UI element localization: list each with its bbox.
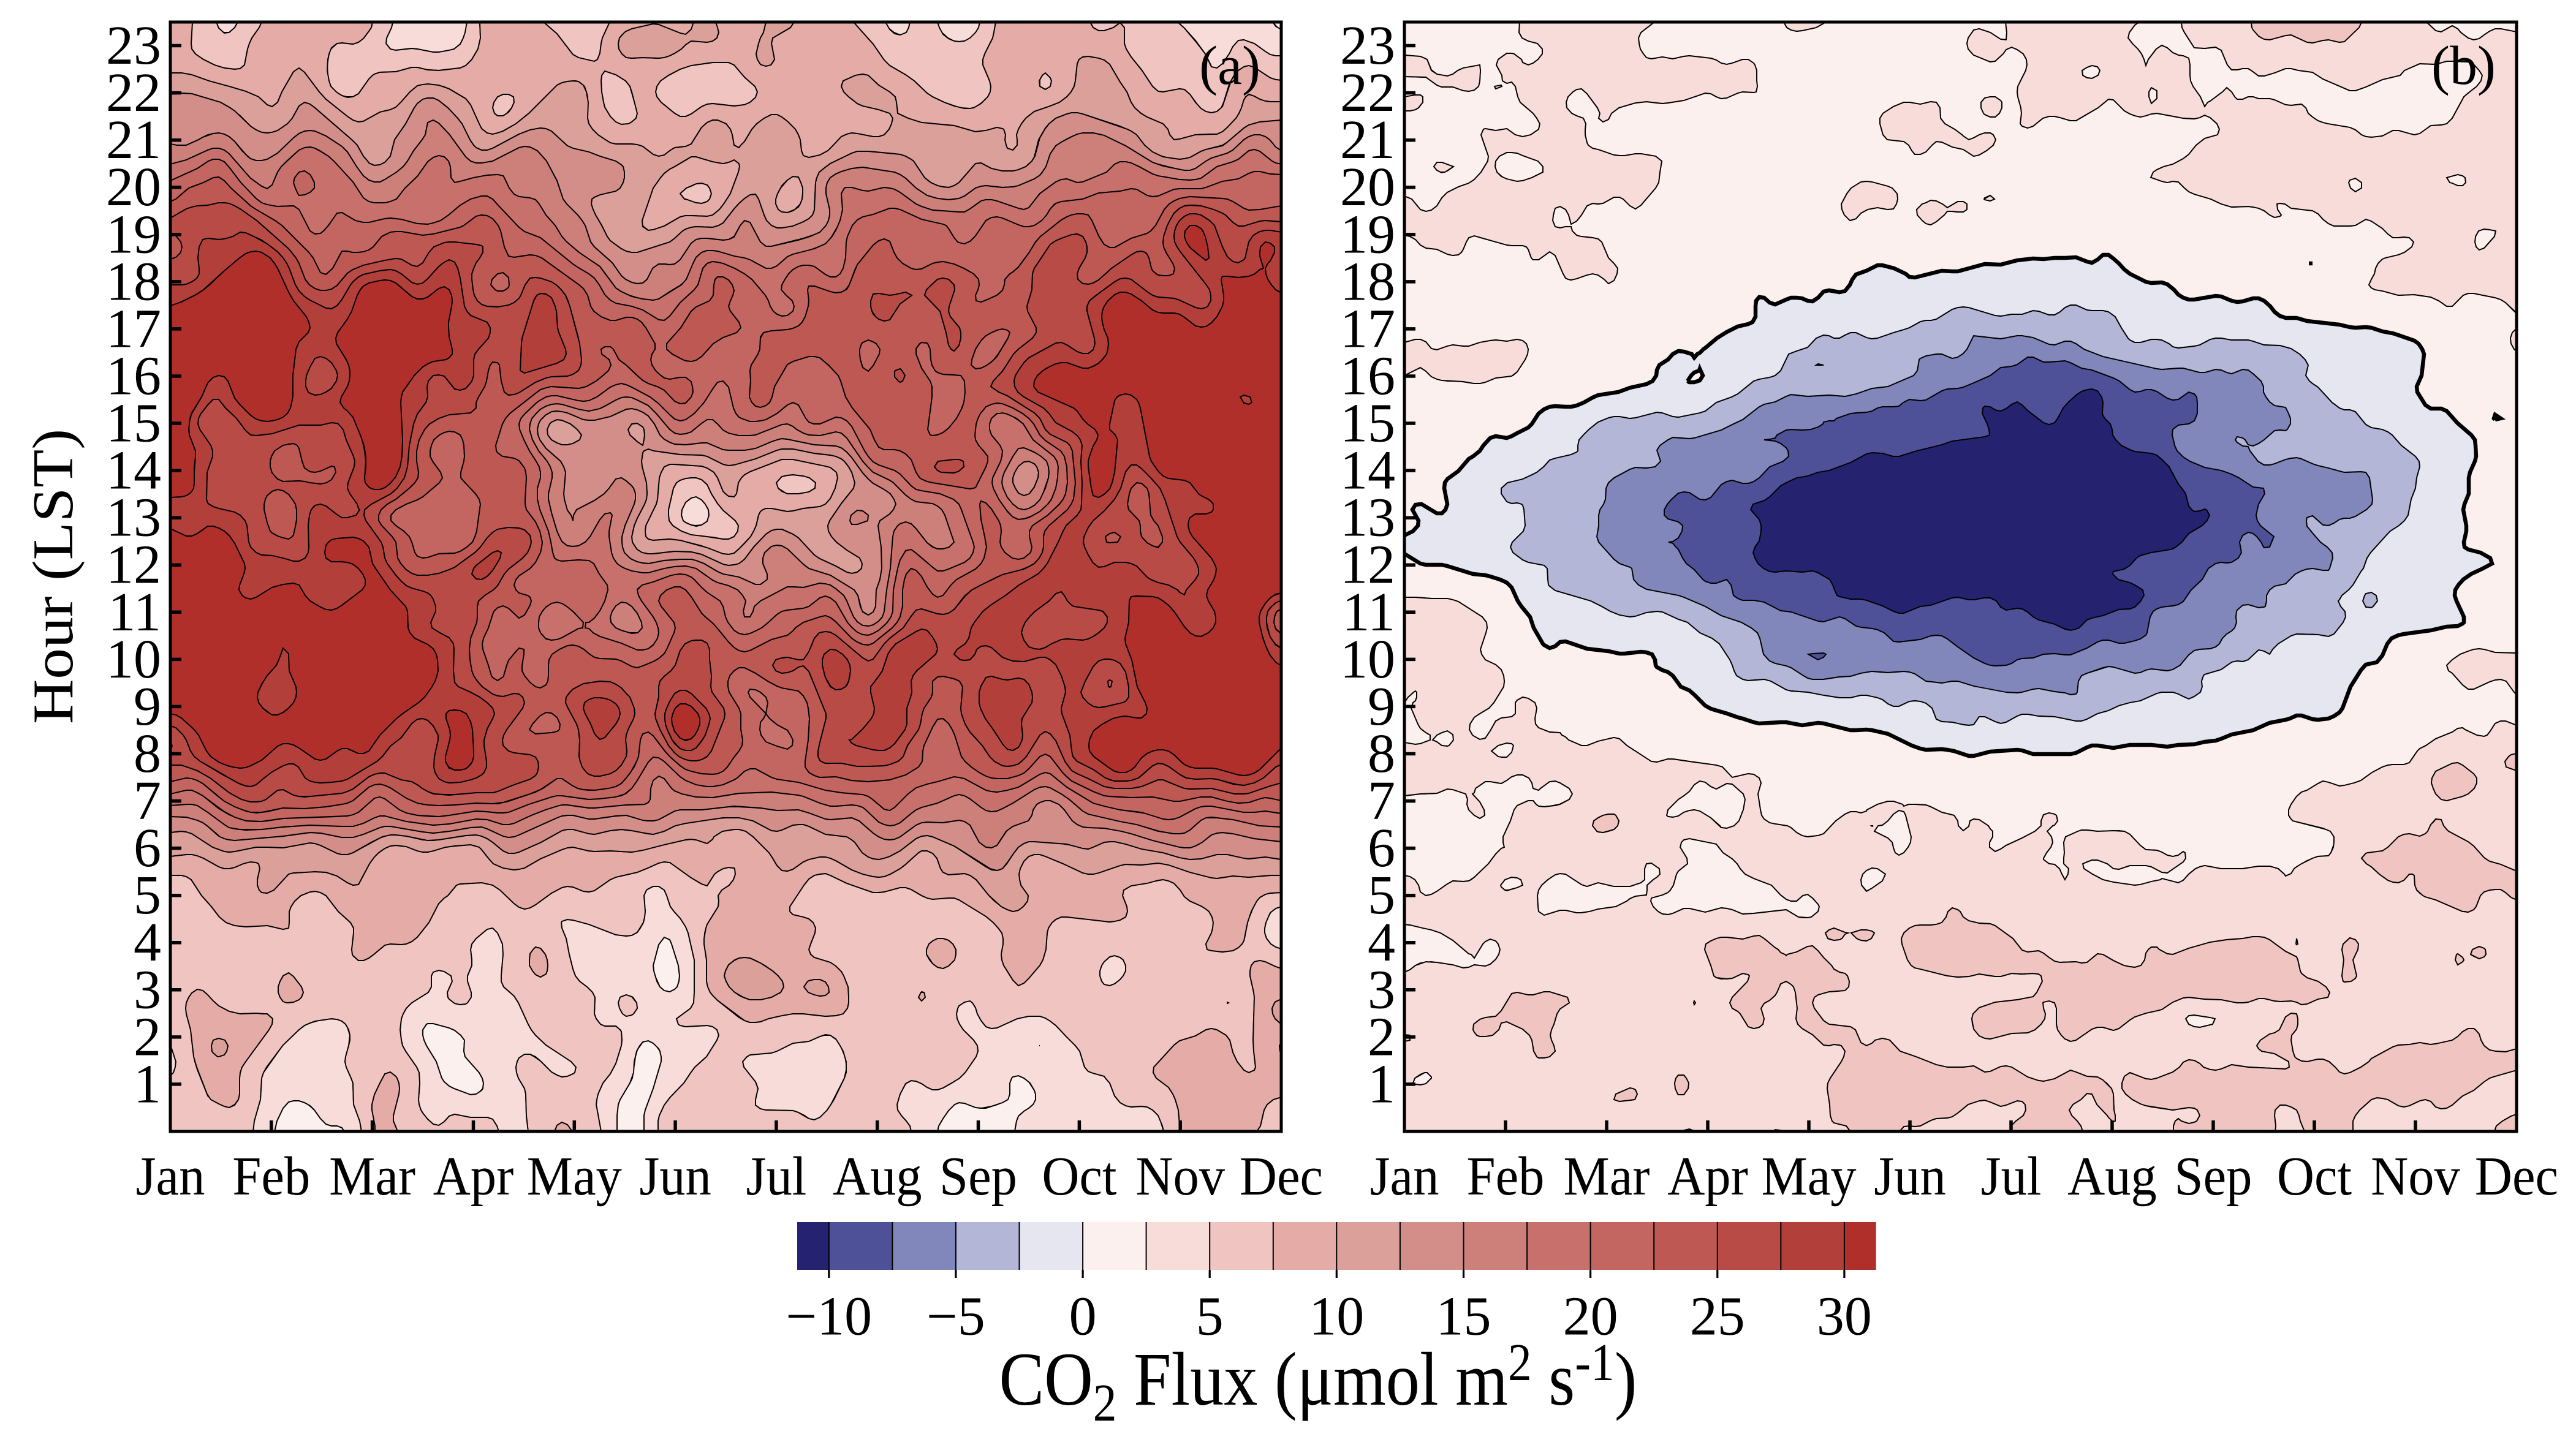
svg-text:(a): (a) [1199, 36, 1260, 96]
svg-text:25: 25 [1690, 1286, 1745, 1347]
svg-text:17: 17 [106, 298, 161, 359]
svg-text:Nov: Nov [2371, 1146, 2460, 1207]
svg-text:Oct: Oct [1042, 1146, 1116, 1207]
svg-text:May: May [1761, 1146, 1856, 1207]
svg-text:Apr: Apr [433, 1146, 514, 1207]
svg-text:Jun: Jun [1874, 1146, 1946, 1207]
svg-text:Mar: Mar [1564, 1146, 1650, 1207]
svg-text:2: 2 [134, 1006, 161, 1067]
svg-text:8: 8 [134, 723, 161, 784]
svg-text:23: 23 [106, 15, 161, 76]
svg-text:3: 3 [134, 959, 161, 1020]
svg-text:18: 18 [1340, 251, 1395, 312]
svg-text:Hour (LST): Hour (LST) [21, 429, 85, 724]
svg-text:6: 6 [134, 818, 161, 878]
svg-text:22: 22 [1340, 62, 1395, 123]
svg-text:6: 6 [1368, 818, 1395, 878]
svg-text:5: 5 [1196, 1286, 1224, 1347]
svg-text:9: 9 [134, 676, 161, 737]
svg-text:17: 17 [1340, 298, 1395, 359]
svg-text:16: 16 [106, 346, 161, 407]
svg-text:Jan: Jan [1370, 1146, 1439, 1207]
svg-text:Jun: Jun [639, 1146, 711, 1207]
svg-text:7: 7 [134, 771, 161, 831]
svg-text:15: 15 [1340, 393, 1395, 454]
svg-text:12: 12 [1340, 535, 1395, 595]
svg-text:Oct: Oct [2277, 1146, 2352, 1207]
svg-text:Apr: Apr [1667, 1146, 1748, 1207]
svg-text:22: 22 [106, 62, 161, 123]
svg-text:19: 19 [106, 204, 161, 265]
svg-text:Jan: Jan [136, 1146, 205, 1207]
svg-text:Jul: Jul [1981, 1146, 2042, 1207]
svg-text:Feb: Feb [1467, 1146, 1545, 1207]
svg-text:Aug: Aug [833, 1146, 922, 1207]
svg-text:20: 20 [1340, 157, 1395, 217]
svg-text:11: 11 [108, 582, 161, 643]
svg-text:15: 15 [106, 393, 161, 454]
svg-text:21: 21 [1340, 110, 1395, 170]
svg-text:12: 12 [106, 535, 161, 595]
svg-text:14: 14 [1340, 440, 1395, 501]
svg-text:16: 16 [1340, 346, 1395, 407]
svg-text:20: 20 [1563, 1286, 1618, 1347]
svg-text:30: 30 [1817, 1286, 1872, 1347]
svg-text:Nov: Nov [1135, 1146, 1225, 1207]
svg-text:3: 3 [1368, 959, 1395, 1020]
svg-text:20: 20 [106, 157, 161, 217]
svg-text:23: 23 [1340, 15, 1395, 76]
svg-text:Dec: Dec [2475, 1146, 2558, 1207]
svg-text:13: 13 [106, 488, 161, 548]
svg-text:5: 5 [134, 865, 161, 926]
svg-text:10: 10 [106, 629, 161, 690]
svg-text:5: 5 [1368, 865, 1395, 926]
svg-text:15: 15 [1436, 1286, 1491, 1347]
svg-text:Feb: Feb [232, 1146, 310, 1207]
svg-text:18: 18 [106, 251, 161, 312]
svg-text:−5: −5 [926, 1286, 985, 1347]
svg-text:8: 8 [1368, 723, 1395, 784]
svg-text:4: 4 [1368, 912, 1395, 973]
svg-text:Sep: Sep [2175, 1146, 2252, 1207]
svg-text:10: 10 [1309, 1286, 1364, 1347]
svg-text:1: 1 [1368, 1054, 1395, 1114]
svg-text:21: 21 [106, 110, 161, 170]
svg-text:11: 11 [1342, 582, 1395, 643]
svg-text:14: 14 [106, 440, 161, 501]
svg-text:1: 1 [134, 1054, 161, 1114]
svg-text:Jul: Jul [746, 1146, 807, 1207]
svg-text:Dec: Dec [1240, 1146, 1323, 1207]
svg-text:Sep: Sep [939, 1146, 1017, 1207]
svg-text:13: 13 [1340, 488, 1395, 548]
svg-text:2: 2 [1368, 1006, 1395, 1067]
svg-text:May: May [527, 1146, 622, 1207]
svg-text:Aug: Aug [2067, 1146, 2157, 1207]
svg-text:10: 10 [1340, 629, 1395, 690]
svg-text:Mar: Mar [329, 1146, 415, 1207]
svg-text:(b): (b) [2431, 36, 2496, 96]
svg-text:0: 0 [1069, 1286, 1097, 1347]
svg-text:7: 7 [1368, 771, 1395, 831]
svg-text:19: 19 [1340, 204, 1395, 265]
svg-text:9: 9 [1368, 676, 1395, 737]
svg-text:−10: −10 [786, 1286, 872, 1347]
svg-text:4: 4 [134, 912, 161, 973]
